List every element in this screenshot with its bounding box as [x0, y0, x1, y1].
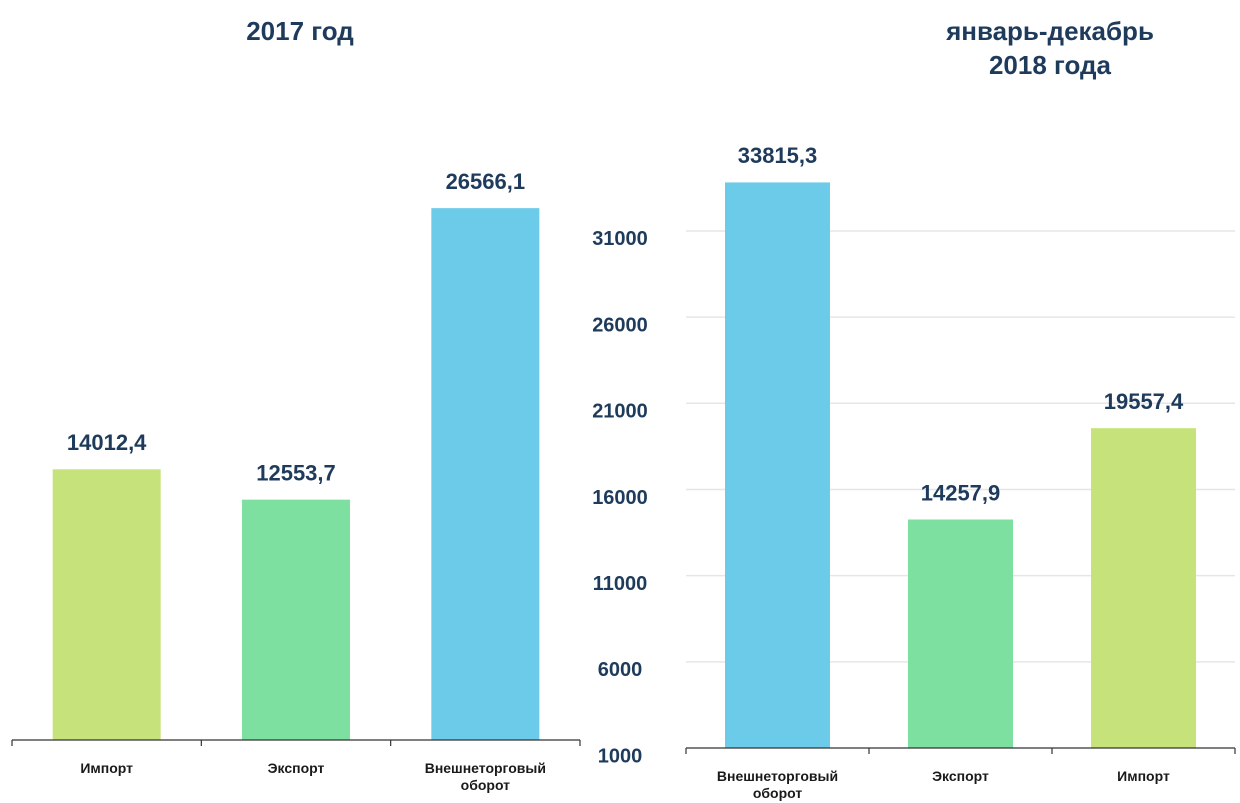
- y-tick-label: 11000: [593, 573, 648, 595]
- y-tick-label: 6000: [598, 659, 643, 681]
- value-label: 14012,4: [67, 430, 147, 455]
- chart-title: январь-декабрь 2018 года: [946, 16, 1154, 80]
- y-tick-label: 1000: [598, 745, 643, 767]
- x-tick-label: Экспорт: [267, 760, 325, 776]
- bar: [52, 469, 161, 740]
- value-label: 12553,7: [256, 460, 336, 485]
- y-tick-label: 31000: [592, 228, 648, 250]
- x-tick-label: Внешнеторговый оборот: [716, 768, 839, 801]
- y-tick-label: 16000: [592, 487, 648, 509]
- x-tick-label: Экспорт: [932, 768, 989, 784]
- bar: [431, 208, 540, 741]
- x-tick-label: Внешнеторговый оборот: [424, 760, 546, 793]
- chart-title: 2017 год: [246, 16, 354, 46]
- value-label: 19557,4: [1104, 389, 1184, 414]
- x-tick-label: Импорт: [80, 760, 133, 776]
- bar: [1091, 428, 1196, 748]
- bar: [908, 519, 1013, 748]
- value-label: 14257,9: [921, 480, 1001, 505]
- value-label: 26566,1: [446, 169, 526, 194]
- x-tick-label: Импорт: [1117, 768, 1170, 784]
- value-label: 33815,3: [738, 143, 818, 168]
- y-tick-label: 21000: [592, 401, 648, 423]
- bar: [242, 499, 350, 740]
- bar: [725, 182, 830, 749]
- y-tick-label: 26000: [592, 314, 648, 336]
